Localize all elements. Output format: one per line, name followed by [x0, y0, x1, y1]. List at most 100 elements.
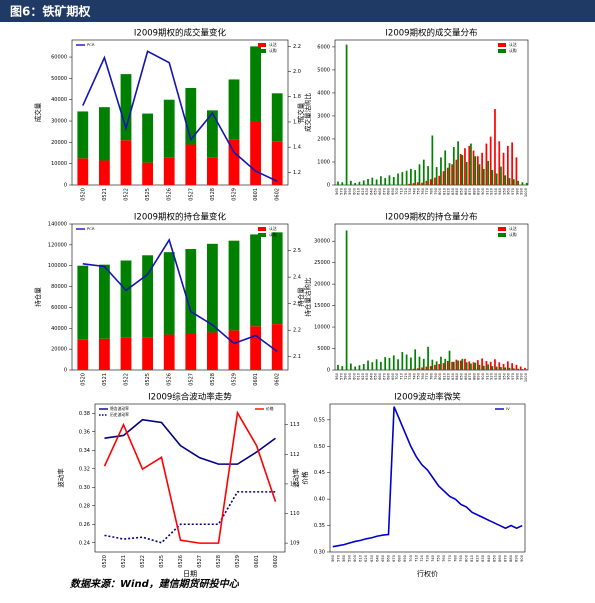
y-tick-label: 0.30: [79, 485, 90, 491]
bar: [363, 364, 365, 370]
bar: [440, 357, 442, 370]
bar: [250, 326, 261, 370]
legend-label: 认沽: [269, 42, 277, 47]
y-tick-label: 140000: [48, 222, 67, 228]
x-tick-label: 0529: [232, 373, 238, 386]
bar: [522, 369, 524, 370]
bar: [77, 158, 88, 185]
x-tick-label: 730: [426, 554, 430, 562]
bar: [185, 334, 196, 371]
x-tick-label: 680: [398, 554, 402, 562]
bar: [486, 144, 488, 185]
y-tick-label: 25000: [314, 260, 330, 266]
bar: [513, 368, 515, 370]
x-tick-label: 570: [336, 554, 340, 562]
x-tick-label: 0601: [253, 373, 259, 386]
x-tick-label: 0521: [102, 188, 108, 201]
y-tick-label: 0: [327, 368, 330, 374]
bar: [434, 178, 436, 185]
bar: [410, 169, 412, 185]
bar: [462, 359, 464, 370]
bar: [419, 357, 421, 370]
y-axis-label: 持仓量: [296, 287, 305, 307]
bar: [408, 184, 410, 185]
plot-frame: [330, 404, 525, 552]
y-tick-label: 10000: [51, 161, 67, 167]
x-tick-label: 0601: [253, 188, 259, 201]
bar: [354, 367, 356, 370]
x-tick-label: 760: [442, 554, 446, 562]
bar: [432, 136, 434, 185]
x-tick-label: 690: [403, 554, 407, 562]
bar: [464, 359, 466, 370]
y-tick-label: 0.24: [79, 540, 90, 546]
bar: [350, 364, 352, 370]
bar: [346, 45, 348, 185]
y-tick-label: 0: [64, 183, 67, 189]
y-tick-label: 1000: [317, 159, 330, 165]
bar: [522, 182, 524, 185]
bar: [77, 340, 88, 370]
bar: [384, 178, 386, 185]
x-tick-label: 590: [348, 554, 352, 562]
line: [105, 492, 276, 543]
y-axis-label: 持仓量: [33, 287, 42, 307]
bar: [432, 360, 434, 370]
bar: [164, 335, 175, 370]
bar: [121, 140, 132, 185]
line: [333, 407, 522, 547]
bar: [492, 170, 494, 185]
bar: [517, 369, 519, 370]
x-tick-label: 900: [520, 554, 524, 562]
bar: [427, 347, 429, 370]
bar: [410, 358, 412, 370]
x-tick-label: 700: [409, 554, 413, 562]
bar: [359, 365, 361, 370]
bar: [121, 338, 132, 370]
bar: [207, 244, 218, 333]
legend-swatch: [498, 43, 506, 47]
bar: [457, 361, 459, 370]
bar: [451, 164, 453, 185]
bar: [434, 365, 436, 370]
bar: [481, 153, 483, 185]
x-tick-label: 810: [470, 554, 474, 562]
bar: [443, 363, 445, 370]
bar: [444, 359, 446, 370]
bar: [393, 177, 395, 185]
x-tick-label: 0527: [188, 373, 194, 386]
bar: [449, 351, 451, 370]
y-tick-label: 120000: [48, 242, 67, 248]
y-tick-label: 0.55: [314, 417, 325, 423]
y-tick-label: 5000: [317, 346, 330, 352]
bar: [250, 121, 261, 185]
bar: [504, 175, 506, 185]
x-tick-label: 660: [387, 554, 391, 562]
bar: [453, 147, 455, 185]
bar: [503, 153, 505, 185]
x-tick-label: 880: [509, 554, 513, 562]
x-tick-label: 860: [498, 554, 502, 562]
bar: [464, 148, 466, 185]
x-tick-label: 0602: [275, 188, 281, 201]
bar: [401, 352, 403, 370]
bar: [456, 160, 458, 185]
x-tick-label: 0528: [210, 373, 216, 386]
y-tick-label: 80000: [51, 284, 67, 290]
bar: [520, 367, 522, 370]
bar: [406, 355, 408, 370]
legend-swatch: [498, 49, 506, 53]
x-tick-label: 650: [381, 554, 385, 562]
bar: [477, 156, 479, 185]
legend-label: 历史波动率: [110, 412, 129, 417]
bar: [121, 261, 132, 338]
bar: [460, 154, 462, 185]
bar: [99, 160, 110, 185]
bar: [507, 146, 509, 185]
x-tick-label: 0520: [80, 188, 86, 201]
y2-tick-label: 2.2: [293, 328, 301, 334]
legend-label: 价格: [266, 406, 274, 411]
x-tick-label: 0525: [145, 188, 151, 201]
x-tick-label: 0527: [188, 188, 194, 201]
plot-frame: [335, 224, 528, 370]
